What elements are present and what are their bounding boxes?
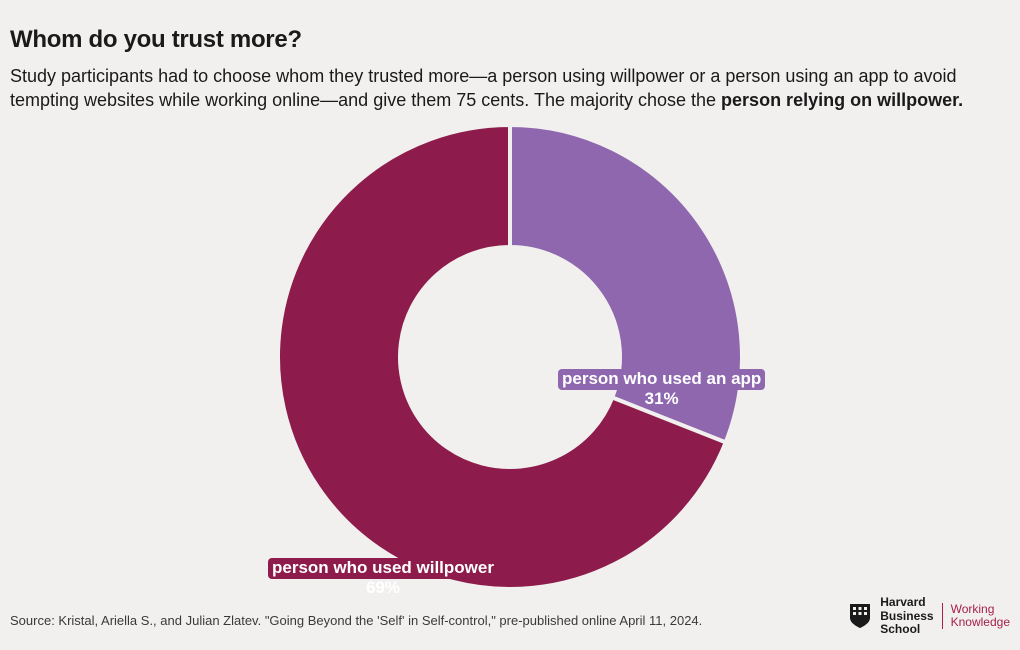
brand-line2: Business [880, 610, 933, 623]
brand-sub: Working Knowledge [951, 603, 1010, 629]
slice-label-1: person who used willpower69% [268, 558, 498, 597]
slice-label-0: person who used an app31% [558, 369, 765, 408]
slice-label-name-0: person who used an app [558, 369, 765, 390]
chart-container: Whom do you trust more? Study participan… [0, 0, 1020, 650]
subtitle: Study participants had to choose whom th… [10, 64, 1000, 113]
brand-divider [942, 603, 943, 629]
brand-name: Harvard Business School [880, 596, 933, 636]
source-text: Source: Kristal, Ariella S., and Julian … [10, 613, 702, 628]
hbs-shield-icon [848, 602, 872, 630]
slice-label-pct-1: 69% [268, 579, 498, 598]
donut-chart: person who used an app31%person who used… [0, 122, 1020, 592]
brand-line3: School [880, 623, 933, 636]
page-title: Whom do you trust more? [10, 26, 302, 54]
brand-line1: Harvard [880, 596, 933, 609]
slice-label-name-1: person who used willpower [268, 558, 498, 579]
subtitle-bold: person relying on willpower. [721, 90, 963, 110]
brand-block: Harvard Business School Working Knowledg… [848, 596, 1010, 636]
brand-sub2: Knowledge [951, 616, 1010, 629]
donut-svg [0, 122, 1020, 592]
slice-label-pct-0: 31% [558, 390, 765, 409]
